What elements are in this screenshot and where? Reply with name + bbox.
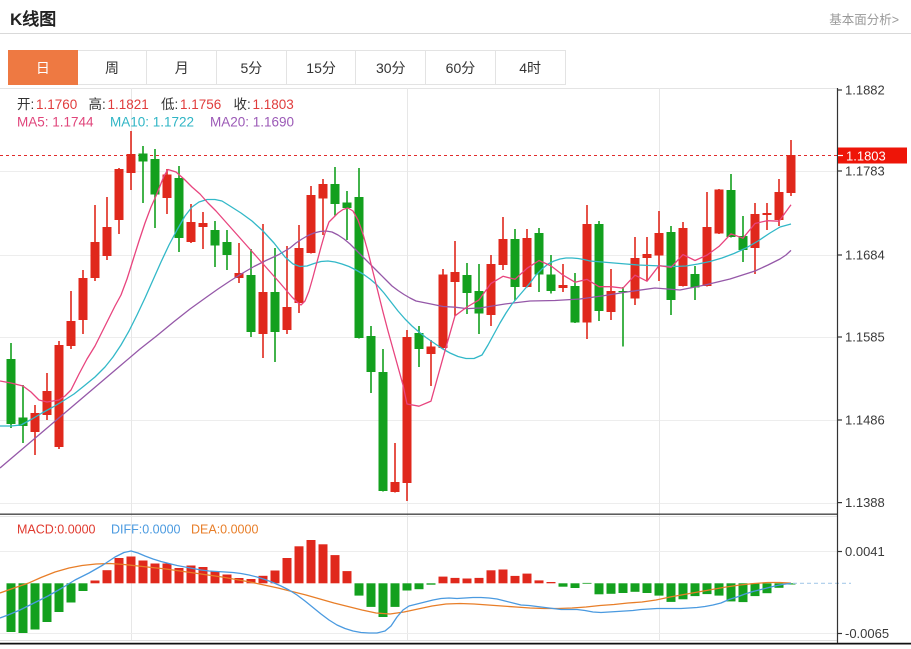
svg-text:DEA:0.0000: DEA:0.0000: [191, 523, 258, 537]
svg-text:0.0041: 0.0041: [845, 544, 885, 559]
svg-text:DIFF:0.0000: DIFF:0.0000: [111, 523, 181, 537]
svg-text:1.1803: 1.1803: [253, 97, 294, 112]
svg-text:低:: 低:: [161, 97, 178, 112]
svg-text:开:: 开:: [17, 97, 34, 112]
svg-text:MA20: 1.1690: MA20: 1.1690: [210, 115, 294, 130]
svg-text:1.1585: 1.1585: [845, 330, 885, 345]
svg-text:1.1882: 1.1882: [845, 83, 885, 98]
svg-text:高:: 高:: [89, 96, 106, 112]
svg-text:1.1783: 1.1783: [845, 164, 885, 179]
svg-text:1.1821: 1.1821: [108, 97, 149, 112]
svg-text:收:: 收:: [234, 97, 251, 112]
svg-text:MA10: 1.1722: MA10: 1.1722: [110, 115, 194, 130]
svg-text:1.1803: 1.1803: [846, 149, 886, 164]
svg-text:-0.0065: -0.0065: [845, 626, 889, 641]
svg-text:1.1756: 1.1756: [180, 97, 221, 112]
svg-text:1.1760: 1.1760: [36, 97, 77, 112]
svg-text:1.1684: 1.1684: [845, 248, 885, 263]
svg-text:1.1388: 1.1388: [845, 495, 885, 510]
svg-text:MA5: 1.1744: MA5: 1.1744: [17, 115, 94, 130]
svg-text:MACD:0.0000: MACD:0.0000: [17, 523, 96, 537]
svg-text:1.1486: 1.1486: [845, 413, 885, 428]
